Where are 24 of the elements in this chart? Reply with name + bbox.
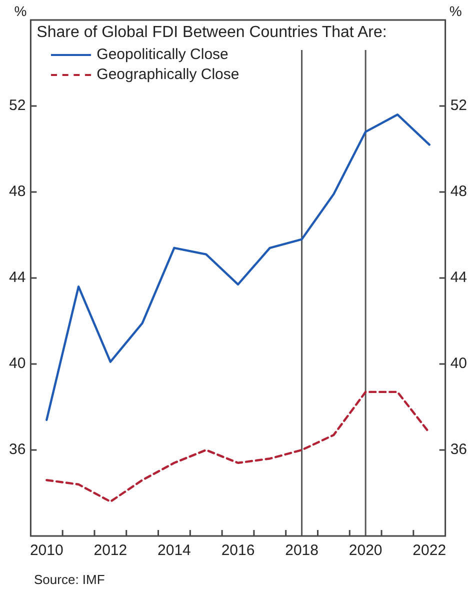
x-tick-label: 2018 (285, 542, 318, 560)
x-tick-label: 2010 (30, 542, 64, 560)
x-tick-label: 2020 (348, 542, 382, 560)
y-tick-label: 48 (8, 183, 26, 200)
x-tick-label: 2012 (94, 542, 128, 560)
y2-tick-label: 36 (450, 441, 468, 458)
legend-title: Share of Global FDI Between Countries That Are: (36, 24, 387, 42)
line-series (46, 390, 430, 503)
y-tick-label: 36 (8, 441, 26, 458)
y-axis-title: % (14, 2, 27, 19)
y-tick-label: 44 (8, 269, 26, 286)
x-tick-label: 2022 (412, 542, 446, 560)
y2-tick-label: 44 (450, 269, 468, 286)
x-tick-label: 2016 (221, 542, 255, 560)
source-note: Source: IMF (34, 572, 105, 587)
y2-tick-label: 48 (450, 183, 468, 200)
x-tick-label: 2014 (158, 542, 191, 560)
y-tick-label: 52 (8, 97, 26, 114)
y2-axis-title: % (449, 2, 462, 19)
y2-tick-label: 40 (450, 355, 468, 372)
legend-label: Geopolitically Close (96, 45, 228, 65)
legend-label: Geographically Close (96, 65, 240, 85)
y-tick-label: 40 (8, 355, 26, 372)
y2-tick-label: 52 (450, 97, 468, 114)
